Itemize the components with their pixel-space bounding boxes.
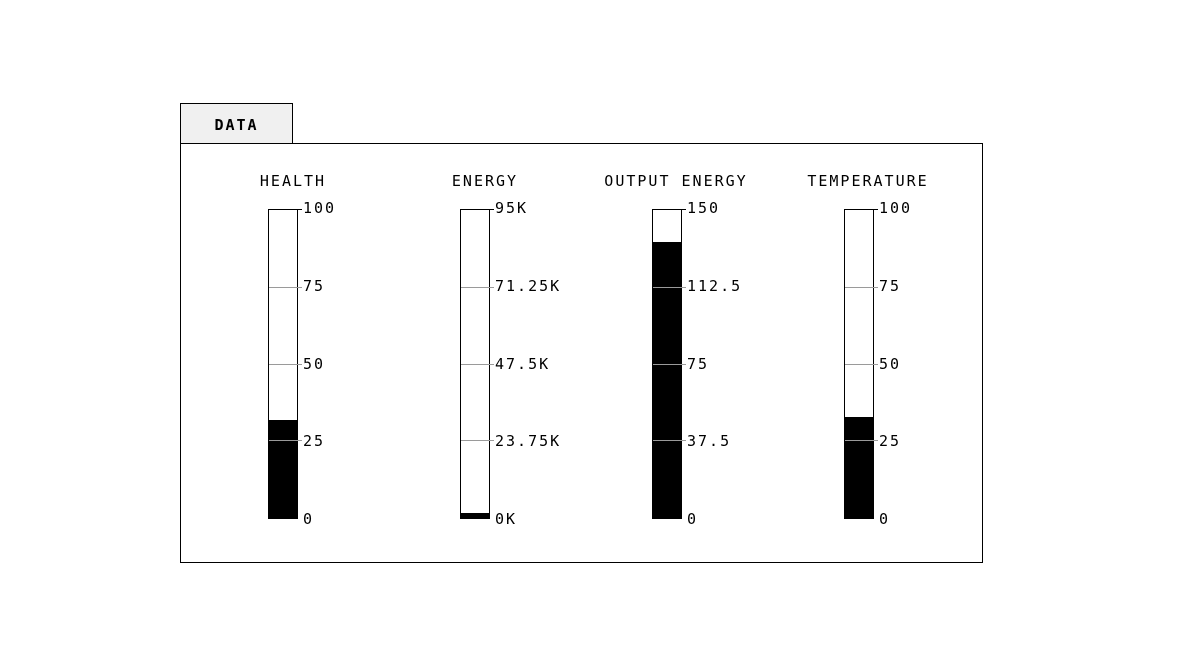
tick-label: 50 — [879, 355, 902, 373]
gauge-gridline — [461, 440, 494, 441]
gauge-tube-output-energy — [652, 209, 686, 519]
gauge-label-energy: ENERGY — [451, 172, 519, 190]
gauge-tube-temperature — [844, 209, 878, 519]
tick-label: 75 — [879, 277, 902, 295]
gauge-gridline — [269, 440, 302, 441]
tick-label: 23.75K — [495, 432, 562, 450]
gauge-tube-health — [268, 209, 302, 519]
gauge-fill — [653, 242, 681, 518]
tick-label: 25 — [879, 432, 902, 450]
tick-label: 150 — [687, 199, 721, 217]
tab-data[interactable]: DATA — [180, 103, 293, 143]
tick-label: 37.5 — [687, 432, 732, 450]
tick-label: 100 — [879, 199, 913, 217]
gauge-label-health: HEALTH — [259, 172, 327, 190]
gauge-gridline — [872, 209, 878, 210]
gauge-gridline — [653, 440, 686, 441]
tick-label: 0 — [303, 510, 315, 528]
gauge-fill — [845, 417, 873, 518]
gauge-gridline — [653, 287, 686, 288]
gauge-gridline — [845, 364, 878, 365]
tick-label: 71.25K — [495, 277, 562, 295]
tick-label: 0 — [879, 510, 891, 528]
gauge-label-output-energy: OUTPUT ENERGY — [604, 172, 748, 190]
gauge-gridline — [653, 364, 686, 365]
gauge-gridline — [269, 287, 302, 288]
tick-label: 0 — [687, 510, 699, 528]
gauge-gridline — [461, 287, 494, 288]
gauge-gridline — [680, 209, 686, 210]
tick-label: 75 — [303, 277, 326, 295]
gauge-tube-energy — [460, 209, 494, 519]
gauge-gridline — [488, 209, 494, 210]
gauge-gridline — [845, 287, 878, 288]
gauge-gridline — [461, 364, 494, 365]
gauge-gridline — [296, 209, 302, 210]
gauge-fill — [461, 513, 489, 518]
gauge-label-temperature: TEMPERATURE — [807, 172, 929, 190]
tick-label: 0K — [495, 510, 518, 528]
gauge-gridline — [269, 364, 302, 365]
gauge-gridline — [845, 440, 878, 441]
tick-label: 25 — [303, 432, 326, 450]
tick-label: 50 — [303, 355, 326, 373]
tick-label: 95K — [495, 199, 529, 217]
tick-label: 100 — [303, 199, 337, 217]
tick-label: 112.5 — [687, 277, 743, 295]
gauge-fill — [269, 420, 297, 518]
tick-label: 47.5K — [495, 355, 551, 373]
tick-label: 75 — [687, 355, 710, 373]
